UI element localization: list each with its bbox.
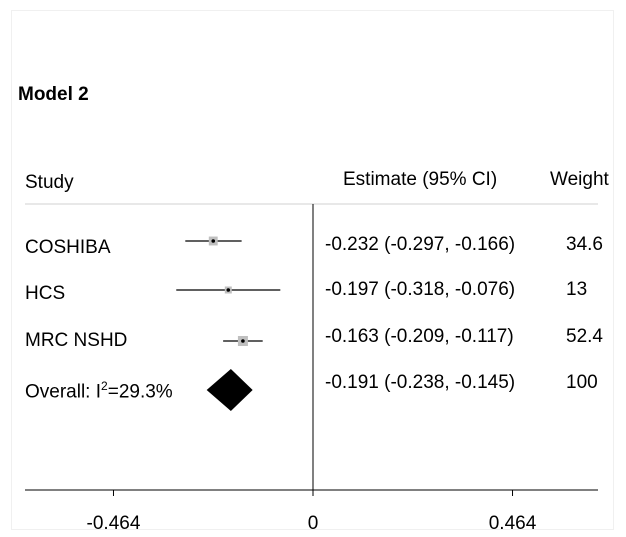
overall-label: Overall: I2=29.3%	[25, 379, 173, 403]
overall-label-prefix: Overall: I	[25, 381, 102, 403]
weight-value: 34.6	[566, 234, 603, 255]
header-weight: Weight	[550, 169, 609, 190]
point-estimate	[226, 288, 231, 292]
weight-value: 13	[566, 279, 588, 300]
x-tick-label: -0.464	[87, 513, 141, 534]
header-study: Study	[25, 172, 74, 193]
study-label: COSHIBA	[25, 237, 111, 258]
axes-group: -0.464 0 0.464	[25, 203, 598, 534]
estimate-value: -0.163 (-0.209, -0.117)	[325, 326, 514, 347]
point-estimate	[241, 339, 245, 343]
chart-title: Model 2	[18, 84, 89, 105]
x-tick-label: 0.464	[489, 513, 537, 534]
study-label: HCS	[25, 283, 66, 304]
weight-value: 52.4	[566, 326, 603, 347]
point-estimate	[211, 239, 216, 243]
x-tick-label: 0	[308, 513, 319, 534]
overall-label-suffix: =29.3%	[107, 381, 173, 403]
estimate-value: -0.232 (-0.297, -0.166)	[325, 234, 516, 255]
header-estimate: Estimate (95% CI)	[343, 169, 498, 190]
estimate-value: -0.197 (-0.318, -0.076)	[325, 279, 516, 300]
chart-frame	[11, 10, 614, 530]
overall-estimate-value: -0.191 (-0.238, -0.145)	[325, 372, 516, 393]
overall-weight-value: 100	[566, 372, 598, 393]
overall-diamond	[206, 369, 253, 411]
overall-label-superscript: 2	[101, 379, 108, 393]
study-label: MRC NSHD	[25, 330, 128, 351]
marks-group	[176, 236, 281, 411]
